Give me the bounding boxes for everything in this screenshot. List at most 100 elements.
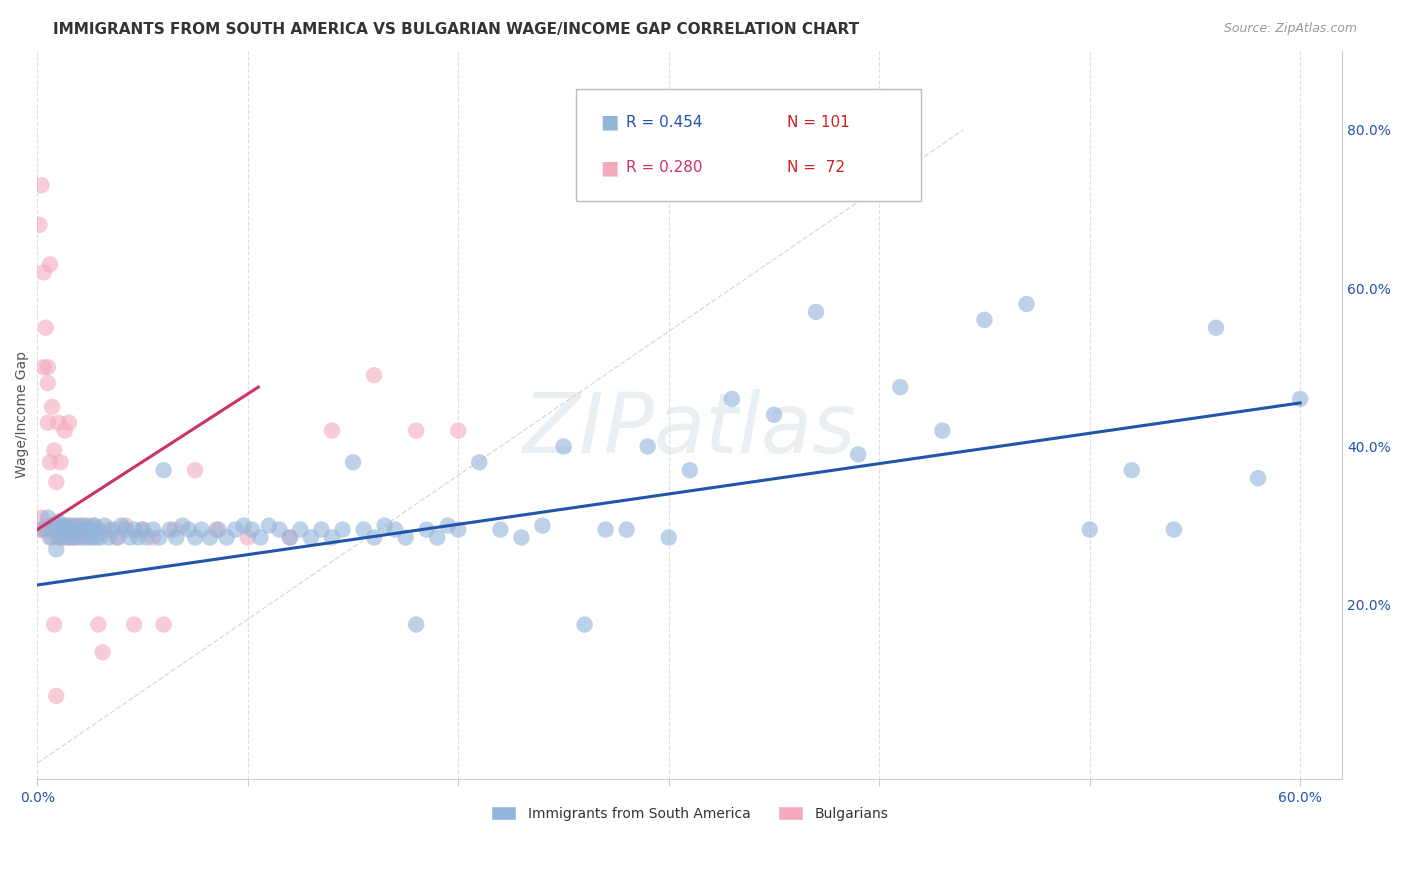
Point bbox=[249, 531, 271, 545]
Point bbox=[48, 523, 70, 537]
Point bbox=[118, 531, 141, 545]
Point bbox=[87, 617, 110, 632]
Text: ■: ■ bbox=[600, 158, 619, 177]
Point bbox=[426, 531, 449, 545]
Point bbox=[122, 523, 145, 537]
Point bbox=[135, 531, 157, 545]
Point bbox=[142, 531, 165, 545]
Point bbox=[89, 531, 111, 545]
Point bbox=[48, 523, 70, 537]
Point bbox=[63, 531, 86, 545]
Point bbox=[595, 523, 617, 537]
Point bbox=[142, 523, 165, 537]
Point bbox=[72, 518, 94, 533]
Point bbox=[363, 368, 385, 383]
Text: R = 0.454: R = 0.454 bbox=[626, 115, 702, 130]
Point bbox=[165, 531, 187, 545]
Point bbox=[37, 510, 59, 524]
Point bbox=[679, 463, 702, 477]
Point bbox=[531, 518, 554, 533]
Point bbox=[66, 523, 89, 537]
Point bbox=[299, 531, 322, 545]
Point bbox=[70, 518, 93, 533]
Point bbox=[105, 531, 128, 545]
Point bbox=[67, 531, 90, 545]
Point bbox=[48, 416, 70, 430]
Point bbox=[53, 424, 76, 438]
Point bbox=[278, 531, 301, 545]
Point bbox=[240, 523, 263, 537]
Point bbox=[374, 518, 396, 533]
Point bbox=[658, 531, 681, 545]
Point bbox=[56, 518, 79, 533]
Point bbox=[41, 523, 63, 537]
Point bbox=[62, 531, 84, 545]
Point bbox=[353, 523, 375, 537]
Point bbox=[52, 531, 75, 545]
Point bbox=[37, 416, 59, 430]
Point bbox=[39, 531, 62, 545]
Point bbox=[159, 523, 181, 537]
Point bbox=[152, 463, 174, 477]
Point bbox=[75, 523, 97, 537]
Point bbox=[278, 531, 301, 545]
Point bbox=[553, 440, 575, 454]
Point bbox=[31, 178, 53, 193]
Point bbox=[1289, 392, 1312, 406]
Point bbox=[31, 523, 53, 537]
Point bbox=[35, 518, 58, 533]
Text: IMMIGRANTS FROM SOUTH AMERICA VS BULGARIAN WAGE/INCOME GAP CORRELATION CHART: IMMIGRANTS FROM SOUTH AMERICA VS BULGARI… bbox=[53, 22, 859, 37]
Y-axis label: Wage/Income Gap: Wage/Income Gap bbox=[15, 351, 30, 478]
Point bbox=[177, 523, 200, 537]
Point bbox=[60, 523, 83, 537]
Point bbox=[53, 523, 76, 537]
Point bbox=[70, 531, 93, 545]
Point bbox=[415, 523, 437, 537]
Point bbox=[152, 617, 174, 632]
Point bbox=[44, 523, 66, 537]
Point bbox=[44, 443, 66, 458]
Point bbox=[62, 523, 84, 537]
Point bbox=[87, 523, 110, 537]
Point bbox=[66, 518, 89, 533]
Point bbox=[60, 531, 83, 545]
Text: ■: ■ bbox=[600, 113, 619, 132]
Point bbox=[616, 523, 638, 537]
Point bbox=[44, 523, 66, 537]
Point bbox=[110, 518, 132, 533]
Point bbox=[468, 455, 491, 469]
Point bbox=[58, 523, 80, 537]
Point bbox=[1015, 297, 1038, 311]
Point bbox=[44, 518, 66, 533]
Point bbox=[269, 523, 291, 537]
Point bbox=[56, 523, 79, 537]
Point bbox=[63, 518, 86, 533]
Point bbox=[44, 617, 66, 632]
Point bbox=[101, 523, 124, 537]
Point bbox=[37, 360, 59, 375]
Point bbox=[79, 531, 101, 545]
Point bbox=[76, 518, 98, 533]
Point bbox=[232, 518, 254, 533]
Point bbox=[510, 531, 533, 545]
Point bbox=[41, 531, 63, 545]
Point bbox=[311, 523, 333, 537]
Point bbox=[190, 523, 212, 537]
Point bbox=[127, 531, 149, 545]
Point bbox=[721, 392, 744, 406]
Point bbox=[384, 523, 406, 537]
Point bbox=[67, 523, 90, 537]
Point bbox=[52, 531, 75, 545]
Point bbox=[41, 518, 63, 533]
Point bbox=[363, 531, 385, 545]
Point bbox=[58, 518, 80, 533]
Point bbox=[37, 376, 59, 391]
Point bbox=[58, 531, 80, 545]
Point bbox=[48, 515, 70, 529]
Point bbox=[39, 257, 62, 271]
Point bbox=[45, 475, 67, 489]
Point bbox=[122, 617, 145, 632]
Point bbox=[889, 380, 911, 394]
Point bbox=[172, 518, 194, 533]
Point bbox=[80, 531, 103, 545]
